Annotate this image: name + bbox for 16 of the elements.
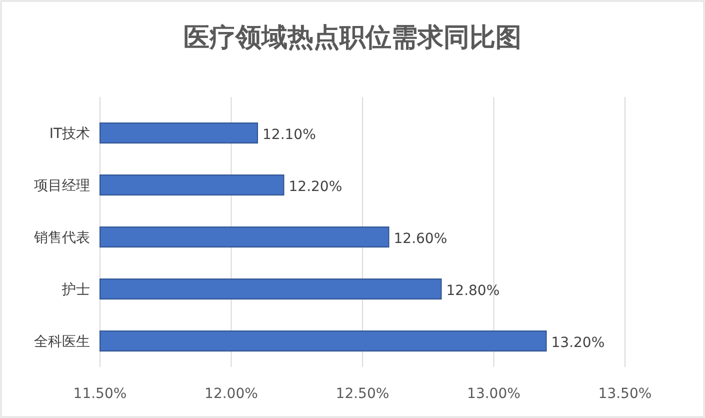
chart-title: 医疗领域热点职位需求同比图 <box>184 23 522 53</box>
x-tick-label: 13.00% <box>467 386 520 402</box>
y-tick-label: 销售代表 <box>33 230 90 246</box>
y-tick-label: 全科医生 <box>34 334 90 350</box>
data-label: 12.20% <box>288 179 342 195</box>
y-tick-label: 护士 <box>61 282 90 298</box>
x-tick-label: 12.50% <box>336 386 390 402</box>
data-label: 12.60% <box>394 231 448 247</box>
x-tick-label: 13.50% <box>598 386 652 402</box>
y-tick-label: IT技术 <box>49 126 90 142</box>
data-label: 12.80% <box>446 283 500 299</box>
x-tick-label: 11.50% <box>73 386 127 402</box>
x-tick-label: 12.00% <box>204 386 258 402</box>
data-label: 12.10% <box>262 127 316 143</box>
y-tick-label: 项目经理 <box>34 178 90 194</box>
data-label: 13.20% <box>551 335 605 351</box>
